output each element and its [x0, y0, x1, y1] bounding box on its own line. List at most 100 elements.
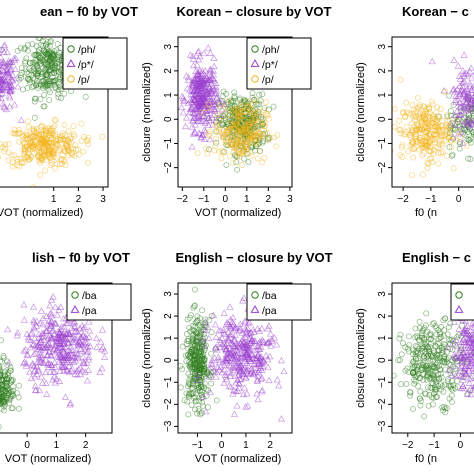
- point-ba: [454, 378, 461, 384]
- y-tick-label: 0: [163, 357, 174, 363]
- point-p: [212, 142, 219, 149]
- point-p: [230, 122, 237, 129]
- point-p: [25, 123, 32, 130]
- point-p*: [204, 44, 212, 51]
- point-ph: [259, 91, 266, 98]
- point-p*: [0, 41, 9, 48]
- legend: /ph/ /p*/ /p/: [246, 37, 312, 90]
- point-p: [84, 159, 91, 166]
- point-ba: [191, 356, 198, 363]
- point-ph: [31, 114, 38, 121]
- point-pa: [220, 309, 228, 316]
- point-ph: [57, 44, 64, 51]
- point-ba: [433, 331, 440, 338]
- point-p: [39, 122, 46, 129]
- point-p*: [181, 96, 189, 104]
- point-p: [25, 150, 32, 157]
- point-p: [426, 147, 433, 154]
- point-p: [222, 141, 229, 148]
- point-p: [70, 123, 77, 130]
- point-ba: [199, 368, 206, 375]
- point-p*: [6, 94, 14, 101]
- legend-marker: [251, 45, 259, 53]
- point-ba: [407, 389, 414, 396]
- point-p: [206, 130, 213, 137]
- point-pa: [60, 334, 68, 341]
- point-p*: [191, 101, 199, 108]
- point-p*: [189, 130, 197, 137]
- point-p: [20, 133, 27, 140]
- point-pa: [71, 328, 79, 335]
- x-tick-label: −1: [428, 440, 440, 451]
- point-ba: [411, 371, 418, 378]
- point-p: [405, 148, 412, 155]
- point-p: [418, 117, 425, 124]
- point-ba: [189, 384, 196, 391]
- point-pa: [258, 336, 266, 343]
- point-pa: [229, 342, 238, 349]
- point-p: [198, 109, 205, 116]
- point-pa: [214, 353, 223, 360]
- point-p: [400, 131, 407, 138]
- point-pa: [235, 384, 243, 391]
- point-p: [42, 128, 49, 135]
- point-ba: [0, 401, 2, 407]
- point-pa: [28, 361, 37, 368]
- point-p: [236, 109, 243, 116]
- point-p*: [470, 82, 474, 88]
- point-pa: [240, 384, 249, 391]
- point-p: [205, 101, 212, 108]
- point-p: [438, 136, 444, 143]
- x-tick-label: 1: [243, 440, 249, 451]
- point-pa: [240, 294, 248, 301]
- point-ba: [402, 367, 409, 374]
- point-pa: [234, 340, 242, 347]
- x-tick-label: 3: [100, 194, 106, 205]
- point-p: [11, 126, 18, 133]
- point-pa: [5, 358, 13, 366]
- point-p: [403, 99, 410, 106]
- legend-marker: [250, 58, 260, 67]
- point-ph: [467, 156, 474, 162]
- point-ph: [61, 90, 68, 97]
- point-pa: [236, 324, 244, 331]
- point-ba: [420, 326, 427, 333]
- point-pa: [33, 358, 42, 365]
- point-p: [51, 116, 58, 123]
- point-ba: [422, 390, 429, 397]
- point-pa: [246, 345, 254, 352]
- point-p: [439, 142, 446, 149]
- point-pa: [66, 399, 75, 406]
- point-ba: [8, 378, 15, 385]
- point-p*: [198, 67, 206, 74]
- point-pa: [20, 301, 28, 308]
- point-p: [2, 141, 9, 148]
- point-p: [204, 150, 211, 157]
- point-p: [69, 152, 76, 158]
- point-pa: [239, 390, 248, 398]
- point-pa: [229, 313, 237, 321]
- chart-title: English − c: [402, 250, 471, 265]
- point-p: [224, 127, 231, 134]
- point-p: [213, 136, 220, 143]
- point-pa: [54, 328, 62, 335]
- point-p: [439, 149, 446, 156]
- point-ba: [449, 378, 456, 385]
- y-tick-label: 2: [163, 68, 174, 74]
- point-p*: [11, 101, 19, 108]
- chart-panel-2: −2 −1 0 1 2 3 −2 −1 0 1 2 3 Korean − closure by VOT V…: [141, 4, 332, 219]
- point-p: [21, 148, 28, 155]
- point-p: [51, 123, 58, 130]
- point-pa: [39, 320, 47, 328]
- point-ph: [32, 51, 39, 58]
- point-pa: [76, 338, 84, 345]
- point-ba: [427, 350, 434, 357]
- point-p: [244, 145, 251, 152]
- point-pa: [83, 339, 91, 346]
- point-p*: [205, 83, 213, 90]
- point-p: [48, 131, 55, 138]
- point-ph: [21, 46, 28, 53]
- point-p: [10, 163, 17, 170]
- point-pa: [268, 337, 276, 344]
